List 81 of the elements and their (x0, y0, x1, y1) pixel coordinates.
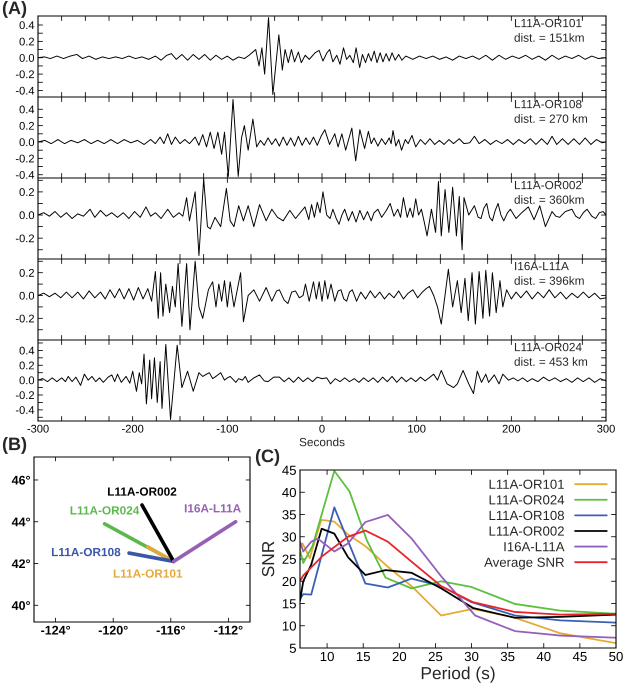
y-tick-label: 40 (282, 488, 296, 498)
annotation: L11A-OR002 (514, 180, 582, 190)
series-label: L11A-OR024 (70, 506, 140, 515)
series-label: L11A-OR101 (114, 569, 182, 578)
annotation: dist. = 396km (514, 276, 584, 285)
legend-label: L11A-OR101 (490, 480, 564, 489)
y-tick-label: 0.4 (20, 346, 34, 355)
legend-label: Average SNR (484, 558, 564, 570)
x-tick-label: 35 (500, 652, 514, 662)
y-tick-label: -0.2 (16, 70, 34, 78)
x-axis-title: Period (s) (422, 666, 495, 683)
y-tick-label: 15 (282, 599, 296, 608)
chart-title: (B) (2, 437, 26, 454)
y-tick-label: 20 (282, 576, 296, 586)
y-tick-label: 0.0 (20, 376, 34, 384)
y-tick-label: 25 (282, 554, 296, 564)
y-tick-label: 0.2 (20, 188, 34, 196)
annotation: L11A-OR024 (514, 342, 582, 352)
x-tick-label: 40 (536, 652, 551, 662)
x-tick-label: 10 (320, 652, 334, 662)
y-tick-label: 0.0 (20, 138, 34, 146)
y-tick-label: -0.2 (16, 314, 34, 322)
legend-label: L11A-OR024 (490, 495, 564, 505)
x-tick-label: 100 (408, 424, 426, 433)
x-tick-label: 25 (428, 652, 442, 662)
y-tick-label: -0.4 (16, 86, 34, 95)
y-tick-label: 45 (282, 466, 296, 475)
annotation: L11A-OR101 (514, 18, 582, 28)
y-tick-label: 0.0 (20, 211, 34, 220)
x-tick-label: -124° (41, 626, 70, 635)
series-label: L11A-OR002 (108, 487, 176, 496)
y-tick-label: 40° (12, 601, 30, 610)
legend-label: L11A-OR108 (490, 510, 564, 520)
x-tick-label: 0 (319, 424, 325, 433)
y-tick-label: 0.2 (20, 122, 34, 130)
x-tick-label: 45 (572, 652, 587, 662)
x-tick-label: 20 (392, 652, 406, 662)
x-tick-label: -112° (214, 626, 243, 635)
annotation: dist. = 151km (514, 33, 584, 42)
y-tick-label: -0.2 (16, 154, 34, 162)
x-tick-label: -116° (156, 626, 185, 635)
chart-title: (A) (2, 1, 26, 18)
y-tick-label: 0.2 (20, 268, 34, 277)
x-axis-title: Seconds (300, 438, 345, 446)
y-tick-label: 0.0 (20, 54, 34, 62)
y-tick-label: 46° (12, 476, 30, 485)
y-tick-label: 35 (282, 510, 296, 520)
x-tick-label: -100 (216, 424, 238, 433)
y-tick-label: 30 (282, 532, 296, 542)
y-tick-label: -0.4 (16, 170, 34, 179)
annotation: dist. = 270 km (514, 114, 588, 123)
x-tick-label: 200 (502, 424, 520, 433)
y-tick-label: 0.2 (20, 362, 34, 370)
legend-label: I16A-L11A (504, 542, 565, 552)
y-tick-label: 42° (12, 559, 30, 568)
y-tick-label: -0.2 (16, 234, 34, 242)
x-tick-label: -300 (27, 424, 49, 433)
y-axis-title: SNR (262, 541, 274, 577)
annotation: dist. = 360km (514, 195, 584, 204)
annotation: dist. = 453 km (514, 357, 588, 366)
y-tick-label: 0.4 (20, 106, 34, 114)
x-tick-label: 300 (597, 424, 615, 433)
y-tick-label: 5 (290, 644, 296, 653)
y-tick-label: 0.0 (20, 292, 34, 300)
line-series (300, 506, 616, 624)
y-tick-label: -0.4 (16, 406, 34, 414)
x-tick-label: 15 (356, 652, 370, 662)
x-tick-label: -200 (122, 424, 144, 433)
y-tick-label: -0.2 (16, 391, 34, 400)
y-tick-label: 0.4 (20, 21, 34, 30)
chart-title: (C) (256, 449, 280, 466)
x-tick-label: 50 (609, 652, 623, 662)
series-label: I16A-L11A (184, 504, 241, 512)
series-label: L11A-OR108 (52, 548, 120, 556)
y-tick-label: 0.2 (20, 38, 34, 46)
annotation: I16A-L11A (515, 262, 569, 270)
x-tick-label: 30 (464, 652, 478, 662)
annotation: L11A-OR108 (514, 100, 582, 108)
x-tick-label: -120° (98, 626, 128, 635)
y-tick-label: 44° (12, 518, 30, 526)
legend-label: L11A-OR002 (490, 526, 564, 536)
